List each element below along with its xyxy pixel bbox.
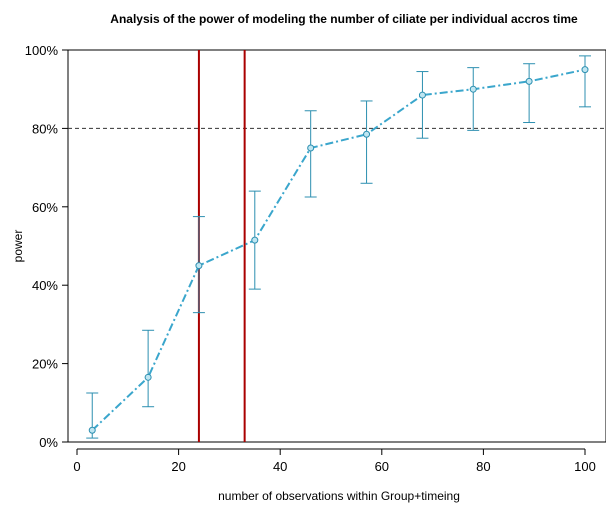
error-bar-8 — [467, 67, 480, 131]
data-point-2 — [144, 373, 152, 381]
data-point-5 — [307, 144, 315, 152]
data-point-9 — [525, 77, 533, 85]
x-axis-label: number of observations within Group+time… — [218, 489, 460, 503]
x-tick-label-100: 100 — [574, 459, 596, 474]
y-axis-label: power — [11, 230, 25, 263]
x-tick-label-0: 0 — [73, 459, 80, 474]
y-tick-label-0: 0% — [39, 435, 58, 450]
y-tick-label-2: 40% — [32, 278, 58, 293]
data-point-6 — [363, 130, 371, 138]
series-line-1 — [91, 68, 586, 431]
y-tick-label-4: 80% — [32, 121, 58, 136]
error-bar-10 — [579, 55, 591, 108]
data-point-10 — [581, 66, 589, 74]
plot-box — [67, 49, 606, 443]
chart-title: Analysis of the power of modeling the nu… — [110, 12, 578, 26]
error-bar-5 — [304, 110, 317, 198]
y-tick-label-5: 100% — [25, 43, 59, 58]
data-point-4 — [251, 236, 259, 244]
error-bar-2 — [142, 329, 155, 408]
y-tick-label-3: 60% — [32, 200, 58, 215]
error-bar-7 — [416, 71, 429, 139]
x-tick-label-80: 80 — [476, 459, 490, 474]
data-point-8 — [469, 85, 477, 93]
error-bar-9 — [523, 63, 536, 124]
y-tick-label-1: 20% — [32, 357, 58, 372]
data-point-1 — [88, 426, 96, 434]
data-point-7 — [418, 91, 426, 99]
data-point-3 — [195, 262, 203, 270]
x-tick-label-40: 40 — [273, 459, 287, 474]
error-bar-6 — [360, 100, 373, 184]
x-tick-label-60: 60 — [375, 459, 389, 474]
x-tick-label-20: 20 — [171, 459, 185, 474]
